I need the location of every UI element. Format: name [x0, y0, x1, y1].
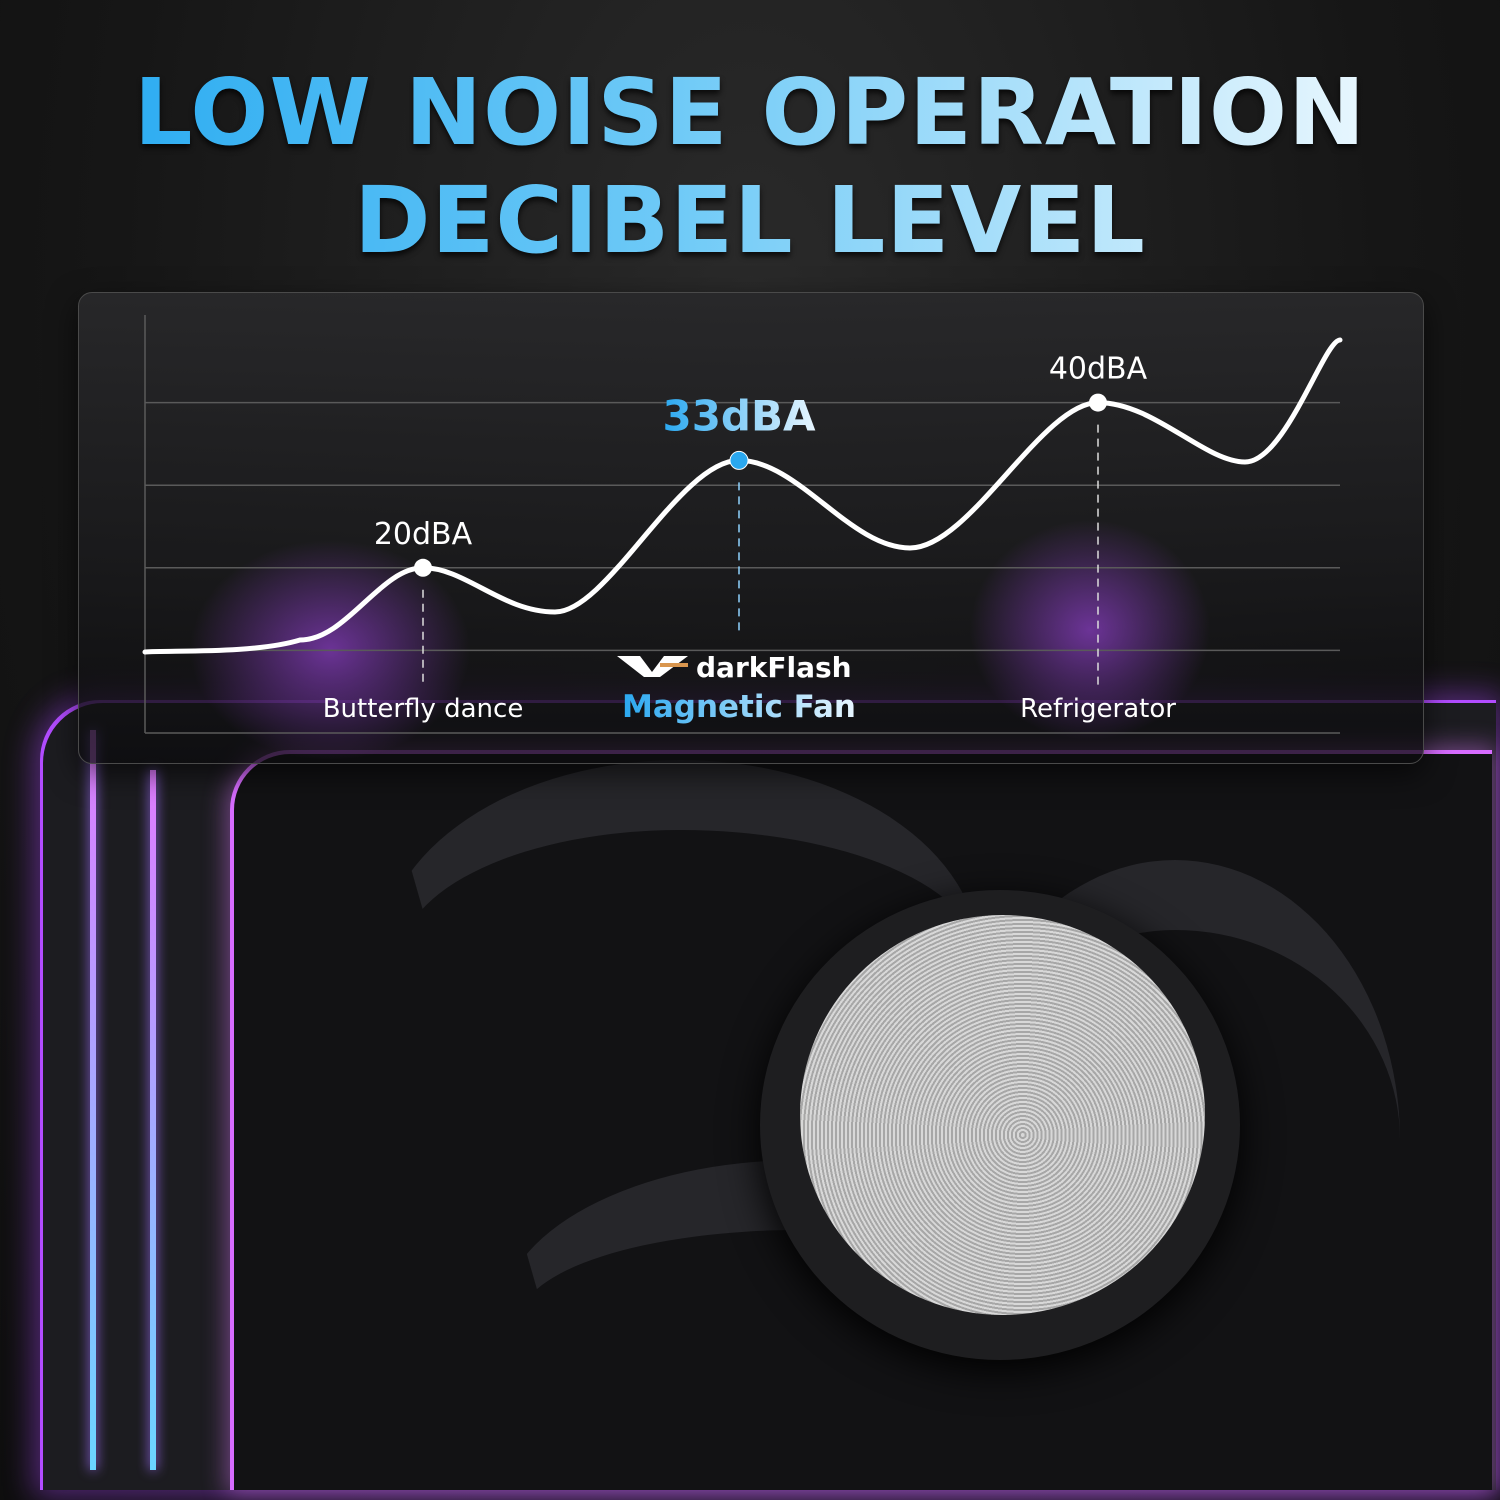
product-name: Magnetic Fan	[622, 689, 856, 725]
category-label: Butterfly dance	[323, 694, 524, 724]
data-point	[414, 558, 432, 577]
logo-mark-icon	[617, 656, 688, 677]
brand-logo-text: darkFlash	[696, 651, 852, 684]
category-label: Refrigerator	[1020, 694, 1176, 724]
darkflash-logo: darkFlash	[617, 651, 852, 684]
headline-line-2: DECIBEL LEVEL	[0, 170, 1500, 271]
rgb-strip	[150, 770, 156, 1470]
value-label: 40dBA	[1049, 352, 1148, 387]
value-label: 33dBA	[662, 391, 816, 440]
headline-line-1: LOW NOISE OPERATION	[0, 62, 1500, 163]
logo-mark-stripe	[660, 663, 688, 667]
decibel-curve	[142, 337, 1343, 655]
rgb-strip	[90, 730, 96, 1470]
purple-glow	[970, 520, 1210, 740]
fan-product-image	[0, 640, 1500, 1500]
data-point	[1089, 393, 1107, 412]
data-point	[729, 450, 749, 470]
value-label: 20dBA	[374, 517, 473, 552]
magnetic-hub-disc	[800, 915, 1205, 1315]
